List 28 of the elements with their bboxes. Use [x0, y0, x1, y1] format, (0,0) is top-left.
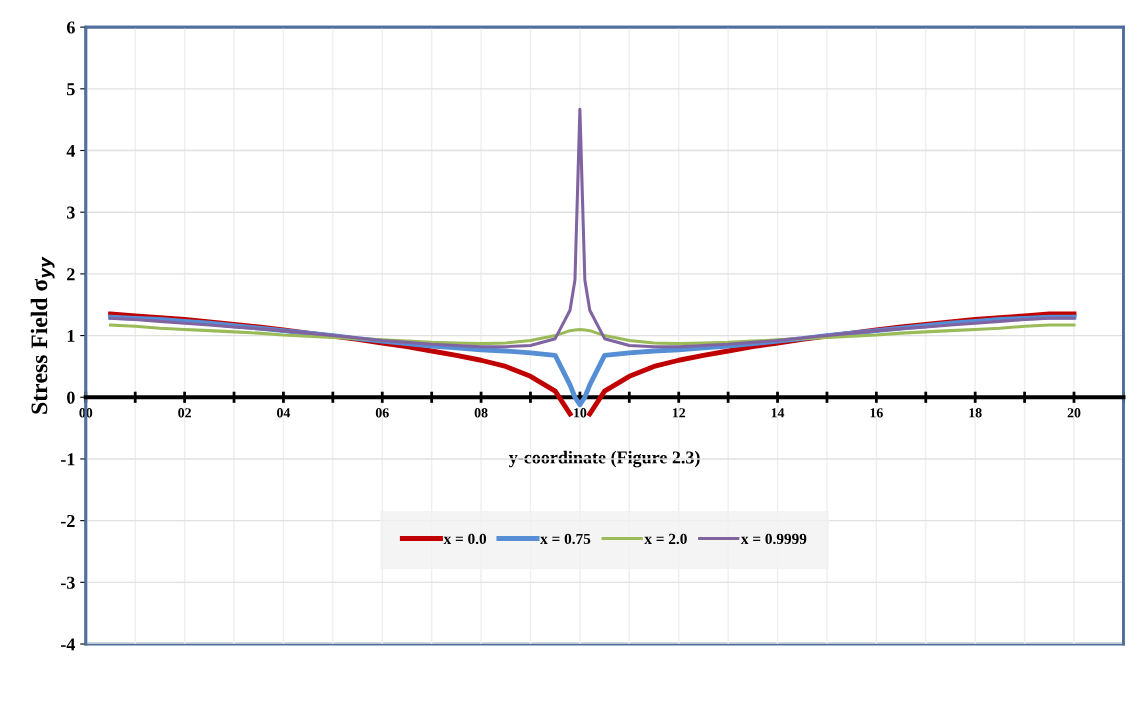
legend-label: x = 2.0: [644, 533, 687, 545]
x-tick-label: 02: [178, 408, 191, 418]
y-tick-label: -1: [61, 453, 75, 466]
y-tick-label: 3: [67, 206, 75, 219]
y-tick-label: -2: [61, 514, 75, 527]
y-tick-label: 1: [67, 329, 75, 342]
line-series: [108, 107, 1076, 349]
legend-label: x = 0.9999: [740, 533, 807, 545]
x-tick-label: 10: [574, 408, 587, 418]
y-tick-label: 2: [67, 268, 75, 281]
y-tick-label: -4: [61, 638, 76, 651]
x-tick-label: 08: [474, 408, 488, 418]
x-tick-label: 14: [771, 408, 785, 418]
x-tick-label: 12: [672, 408, 686, 418]
legend-label: x = 0.75: [540, 533, 591, 545]
x-tick-label: 06: [375, 408, 389, 418]
y-tick-label: -3: [61, 576, 75, 589]
x-tick-label: 16: [870, 408, 883, 418]
y-tick-label: 5: [67, 83, 75, 96]
y-tick-label: 6: [66, 21, 75, 34]
x-tick-label: 04: [277, 408, 291, 418]
y-tick-label: 0: [67, 391, 75, 404]
x-tick-label: 20: [1067, 408, 1081, 418]
x-axis-title: y-coordinate (Figure 2.3): [508, 450, 700, 468]
y-tick-label: 4: [66, 144, 76, 157]
legend-label: x = 0.0: [443, 533, 487, 545]
y-axis-title: Stress Field σ$_{yy}$: [30, 256, 55, 414]
x-tick-label: 18: [969, 408, 982, 418]
